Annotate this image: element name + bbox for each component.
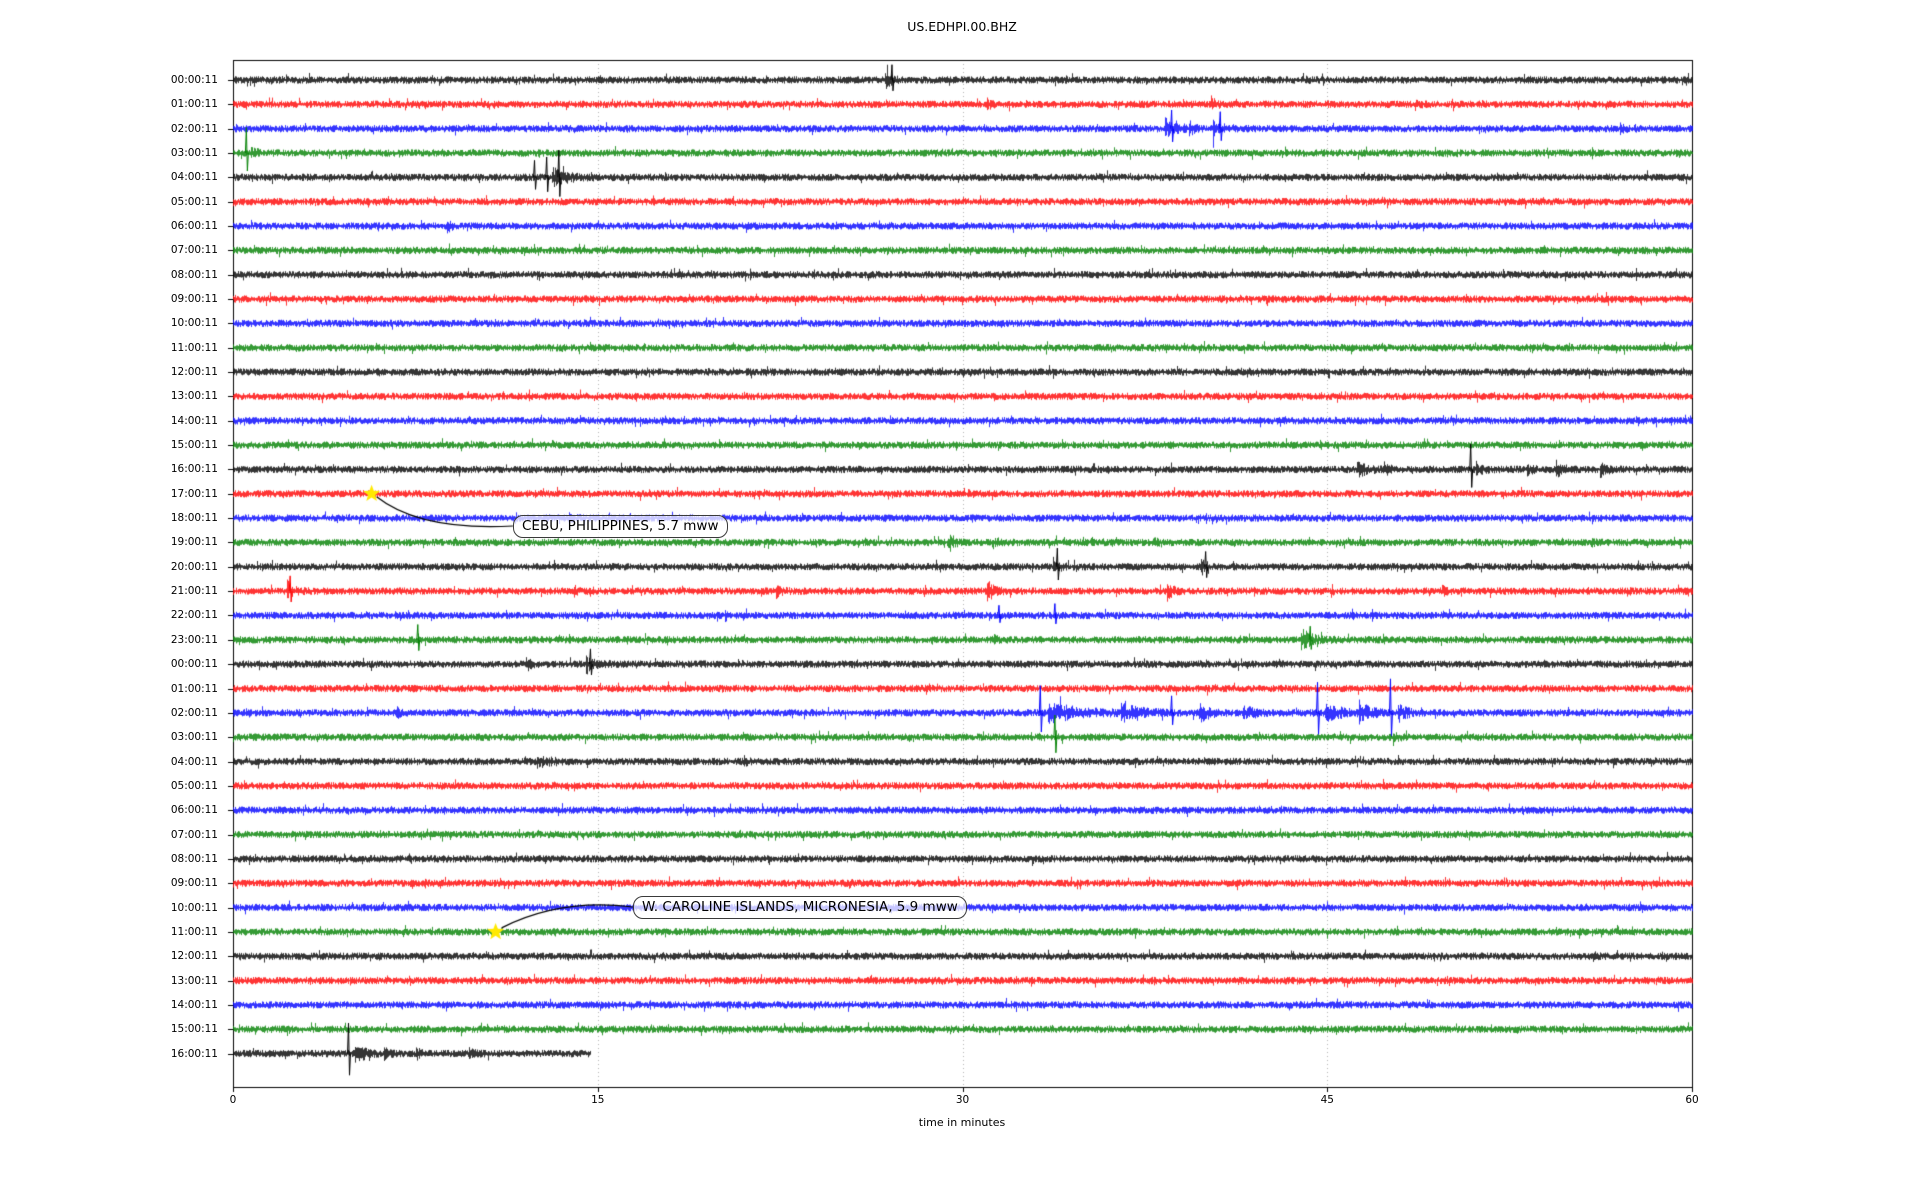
- row-time-label: 22:00:11: [170, 609, 218, 622]
- x-tick-label: 45: [1320, 1094, 1334, 1106]
- row-time-label: 13:00:11: [170, 974, 218, 987]
- row-time-label: 16:00:11: [170, 463, 218, 476]
- row-time-label: 12:00:11: [170, 950, 218, 963]
- row-time-label: 16:00:11: [170, 1047, 218, 1060]
- row-time-label: 09:00:11: [170, 293, 218, 306]
- row-time-label: 18:00:11: [170, 512, 218, 525]
- row-time-label: 01:00:11: [170, 682, 218, 695]
- row-time-label: 03:00:11: [170, 147, 218, 160]
- x-tick-label: 0: [229, 1094, 237, 1106]
- row-time-label: 02:00:11: [170, 122, 218, 135]
- row-time-label: 10:00:11: [170, 901, 218, 914]
- row-time-label: 05:00:11: [170, 779, 218, 792]
- row-time-label: 08:00:11: [170, 852, 218, 865]
- row-time-label: 20:00:11: [170, 560, 218, 573]
- row-time-label: 08:00:11: [170, 268, 218, 281]
- row-time-label: 00:00:11: [170, 658, 218, 671]
- chart-title: US.EDHPI.00.BHZ: [907, 19, 1017, 34]
- row-time-label: 02:00:11: [170, 706, 218, 719]
- x-axis-label: time in minutes: [918, 1116, 1006, 1129]
- x-tick-label: 30: [955, 1094, 970, 1106]
- row-time-label: 15:00:11: [170, 1023, 218, 1036]
- row-time-label: 11:00:11: [170, 925, 218, 938]
- row-time-label: 06:00:11: [170, 804, 218, 817]
- row-time-label: 17:00:11: [170, 487, 218, 500]
- row-time-label: 11:00:11: [170, 341, 218, 354]
- event-annotation-cebu: CEBU, PHILIPPINES, 5.7 mww: [513, 515, 728, 538]
- row-time-label: 14:00:11: [170, 414, 218, 427]
- row-time-label: 10:00:11: [170, 317, 218, 330]
- x-tick-label: 15: [591, 1094, 605, 1106]
- row-time-label: 01:00:11: [170, 98, 218, 111]
- row-time-label: 23:00:11: [170, 633, 218, 646]
- row-time-label: 04:00:11: [170, 755, 218, 768]
- row-time-label: 07:00:11: [170, 244, 218, 257]
- row-time-label: 13:00:11: [170, 390, 218, 403]
- row-time-label: 07:00:11: [170, 828, 218, 841]
- row-time-label: 21:00:11: [170, 585, 218, 598]
- x-tick-label: 60: [1685, 1094, 1699, 1106]
- row-time-label: 04:00:11: [170, 171, 218, 184]
- row-time-label: 15:00:11: [170, 439, 218, 452]
- row-time-label: 12:00:11: [170, 366, 218, 379]
- row-time-label: 14:00:11: [170, 998, 218, 1011]
- row-time-label: 00:00:11: [170, 74, 218, 86]
- event-annotation-caroline: W. CAROLINE ISLANDS, MICRONESIA, 5.9 mww: [633, 896, 967, 919]
- row-time-label: 03:00:11: [170, 731, 218, 744]
- row-time-label: 09:00:11: [170, 877, 218, 890]
- row-time-label: 06:00:11: [170, 220, 218, 233]
- row-time-label: 19:00:11: [170, 536, 218, 549]
- row-time-label: 05:00:11: [170, 195, 218, 208]
